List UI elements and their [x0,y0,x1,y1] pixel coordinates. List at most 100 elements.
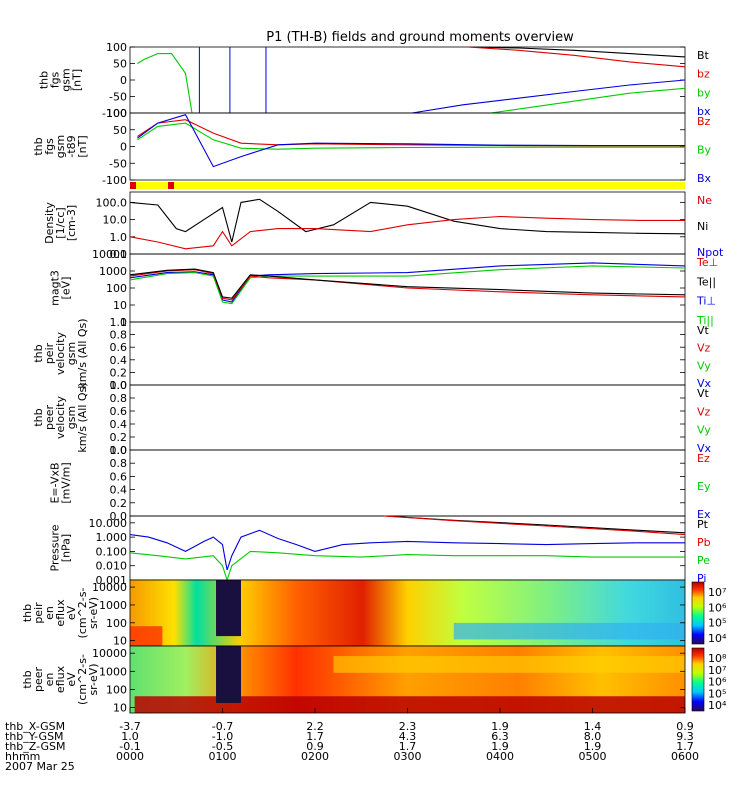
y-label-line: en [43,673,56,687]
y-label-line: gsm [54,135,67,158]
y-axis-label: magt3[eV] [49,270,73,306]
row-value: 6.3 [491,730,509,743]
y-label-line: (cm^2-s- [76,654,89,705]
legend-label-pi: Pi [697,572,706,585]
y-tick-label: -100 [102,174,127,187]
legend-label-by: by [697,86,711,99]
series-fgs-t89-by [137,122,685,150]
row-value: 4.3 [399,730,417,743]
colorbar-tick-label: 10⁸ [708,652,727,665]
panels-layer: 100500-50-100thbfgsgsm[nT]Btbzbybx100500… [21,41,727,715]
y-label-line: [nPa] [60,534,73,562]
y-tick-label: -50 [109,91,127,104]
y-tick-label: 1000 [99,265,127,278]
y-tick-label: 100 [106,41,127,54]
row-label: hhmm [5,750,40,763]
colorbar-tick-label: 10⁴ [708,632,727,645]
legend-label-ez: Ez [697,452,710,465]
y-label-line: km/s (All Qs) [76,382,89,452]
y-label-line: eV [65,672,78,687]
row-value: 1.9 [491,740,509,753]
y-label-line: (cm^2-s- [76,588,89,639]
y-tick-label: 1 [120,316,127,329]
legend-label-vt: Vt [697,387,710,400]
y-tick-label: 0.010 [96,560,128,573]
row-value: 1.9 [584,740,602,753]
y-tick-label: 0.4 [110,484,128,497]
row-value: 1.0 [121,730,139,743]
series-fgs-bt [467,46,686,58]
y-label-line: peir [32,602,45,624]
legend-label-bx: bx [697,105,711,118]
row-value: -3.7 [119,720,140,733]
y-tick-label: 0.2 [110,497,128,510]
legend-label-vy: Vy [697,424,711,437]
row-value: 0.9 [306,740,324,753]
row-label: thb_Y-GSM [5,730,64,743]
y-label-line: thb [32,408,45,426]
legend-label-pt: Pt [697,518,709,531]
panel-peir-eflux: 10⁷ 10⁶ 10⁵ 10⁴ 10000 1000 100 10 thbpeireneflux… [21,579,727,648]
mode-bar-fill [130,182,685,189]
colorbar [691,647,705,712]
row-value: 2.3 [399,720,417,733]
legend-label-te: Te|| [696,275,716,288]
row-value: 8.0 [584,730,602,743]
row-value: -1.0 [212,730,233,743]
data-gap [216,580,241,637]
panel-pressure: 10.0001.0000.1000.0100.001Pressure[nPa]P… [49,515,711,587]
y-tick-label: 0.0 [110,510,128,523]
y-label-line: [nT] [76,135,89,157]
series-density-ni [129,198,686,243]
y-tick-label: 1.0 [110,444,128,457]
y-label-line: peer [32,667,45,693]
y-label-line: gsm [60,68,73,91]
y-tick-label: 0.8 [110,392,128,405]
series-temperature-te [129,269,686,301]
y-label-line: thb [32,344,45,362]
y-tick-label: 10.0 [103,214,128,227]
y-label-line: sr-eV) [87,663,100,695]
y-tick-label: 50 [113,124,127,137]
series-density-ne [129,215,685,250]
y-tick-label: 0.6 [110,405,128,418]
series-temperature-te [129,268,686,299]
y-label-line: fgs [43,138,56,155]
mode-bar [130,182,685,189]
y-tick-label: 100 [106,282,127,295]
y-tick-label: 1.000 [96,531,128,544]
series-pressure-pe [129,550,685,582]
y-tick-label: 50 [113,58,127,71]
row-value: 0600 [671,750,699,763]
y-tick-label: 10000 [92,647,127,660]
y-label-line: sr-eV) [87,597,100,629]
row-value: 1.9 [491,720,509,733]
y-axis-label: Density[1/cc][cm-3] [43,202,78,244]
series-fgs-bx [412,79,686,114]
y-tick-label: 0.6 [110,341,128,354]
row-value: 0.9 [676,720,694,733]
panel-frame [129,515,686,581]
colorbar-tick-label: 10⁷ [708,664,726,677]
y-label-line: km/s (All Qs) [76,318,89,388]
legend-label-bt: Bt [697,49,710,62]
legend-label-npot: Npot [697,246,724,259]
y-label-line: eflux [54,599,67,627]
row-value: 1.7 [676,740,694,753]
y-label-line: velocity [54,332,67,375]
y-tick-label: 0.4 [110,418,128,431]
legend-label-ni: Ni [697,220,708,233]
y-label-line: Density [43,202,56,244]
colorbar-tick-label: 10⁶ [708,676,727,689]
y-tick-label: 100 [106,107,127,120]
series-pressure-pb [384,515,686,536]
y-tick-label: -50 [109,157,127,170]
y-label-line: peir [43,342,56,364]
legend-label-vy: Vy [697,359,711,372]
y-tick-label: 10.000 [89,517,128,530]
